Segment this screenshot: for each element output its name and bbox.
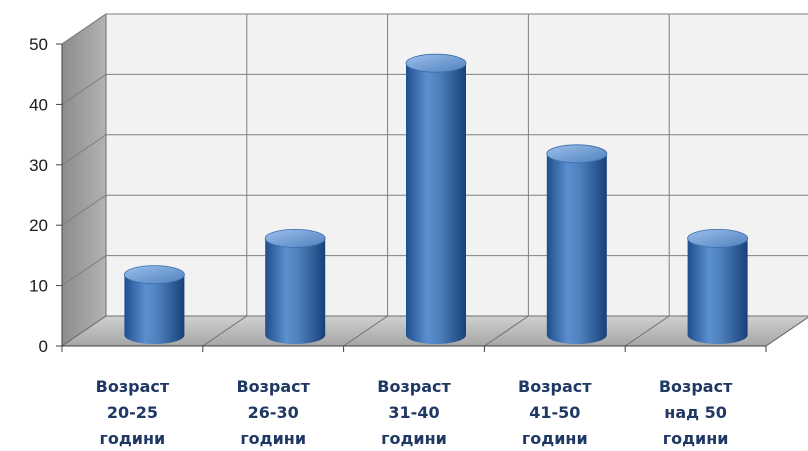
floor-divider [484, 315, 529, 347]
bar-body [124, 274, 185, 344]
gridline-side [61, 194, 107, 226]
bar [687, 228, 748, 344]
gridline-side [61, 255, 107, 287]
x-category-label: Возраст над 50 години [659, 377, 733, 448]
x-category-label: Возраст 41-50 години [518, 377, 592, 448]
y-tick-label: 20 [29, 216, 48, 235]
y-tick-label: 0 [39, 337, 48, 356]
bars [123, 53, 748, 344]
y-tick-label: 30 [29, 156, 48, 175]
bar-body [406, 63, 466, 344]
x-category-label-line: Возраст [96, 377, 170, 396]
x-category-label: Возраст 26-30 години [236, 377, 310, 448]
gridline-side [61, 13, 107, 45]
side-wall [61, 13, 107, 347]
bar [546, 144, 608, 344]
x-category-label-line: 26-30 [248, 403, 299, 422]
floor-divider [61, 315, 107, 347]
x-category-label-line: Возраст [236, 377, 310, 396]
x-category-label-line: 31-40 [388, 403, 439, 422]
x-category-label-line: 20-25 [107, 403, 158, 422]
x-category-label-line: години [663, 429, 729, 448]
x-category-label-line: 41-50 [529, 403, 580, 422]
gridline-side [61, 73, 107, 105]
bar [264, 228, 326, 344]
x-category-label: Возраст 20-25 години [96, 377, 170, 448]
x-category-label-line: Возраст [518, 377, 592, 396]
axes [56, 43, 767, 352]
bar-top [687, 228, 748, 248]
y-tick-label: 50 [29, 35, 48, 54]
floor-divider [343, 315, 388, 347]
floor-divider [624, 315, 670, 347]
y-tick-label: 40 [29, 95, 48, 114]
bar-top [546, 144, 608, 164]
x-category-label-line: години [100, 429, 166, 448]
gridline-side [61, 134, 107, 166]
bar [405, 53, 467, 344]
x-category-label-line: Возраст [377, 377, 451, 396]
bar-top [264, 228, 326, 248]
x-category-label-line: години [381, 429, 447, 448]
x-category-label-line: години [522, 429, 588, 448]
bar-body [265, 238, 326, 344]
x-category-label-line: години [240, 429, 306, 448]
axis-labels: 0 10 20 30 40 50 Возраст 20-25 години Возраст 26-3… [29, 35, 733, 448]
bar-top [123, 265, 185, 285]
floor-divider [765, 316, 808, 347]
bar-body [687, 238, 748, 344]
bar-top [405, 53, 467, 73]
x-category-label-line: над 50 [664, 403, 727, 422]
x-category-label: Возраст 31-40 години [377, 377, 451, 448]
bar [123, 265, 185, 344]
x-category-label-line: Возраст [659, 377, 733, 396]
y-tick-label: 10 [29, 277, 48, 296]
bar-body [546, 153, 607, 344]
floor-divider [202, 315, 248, 347]
